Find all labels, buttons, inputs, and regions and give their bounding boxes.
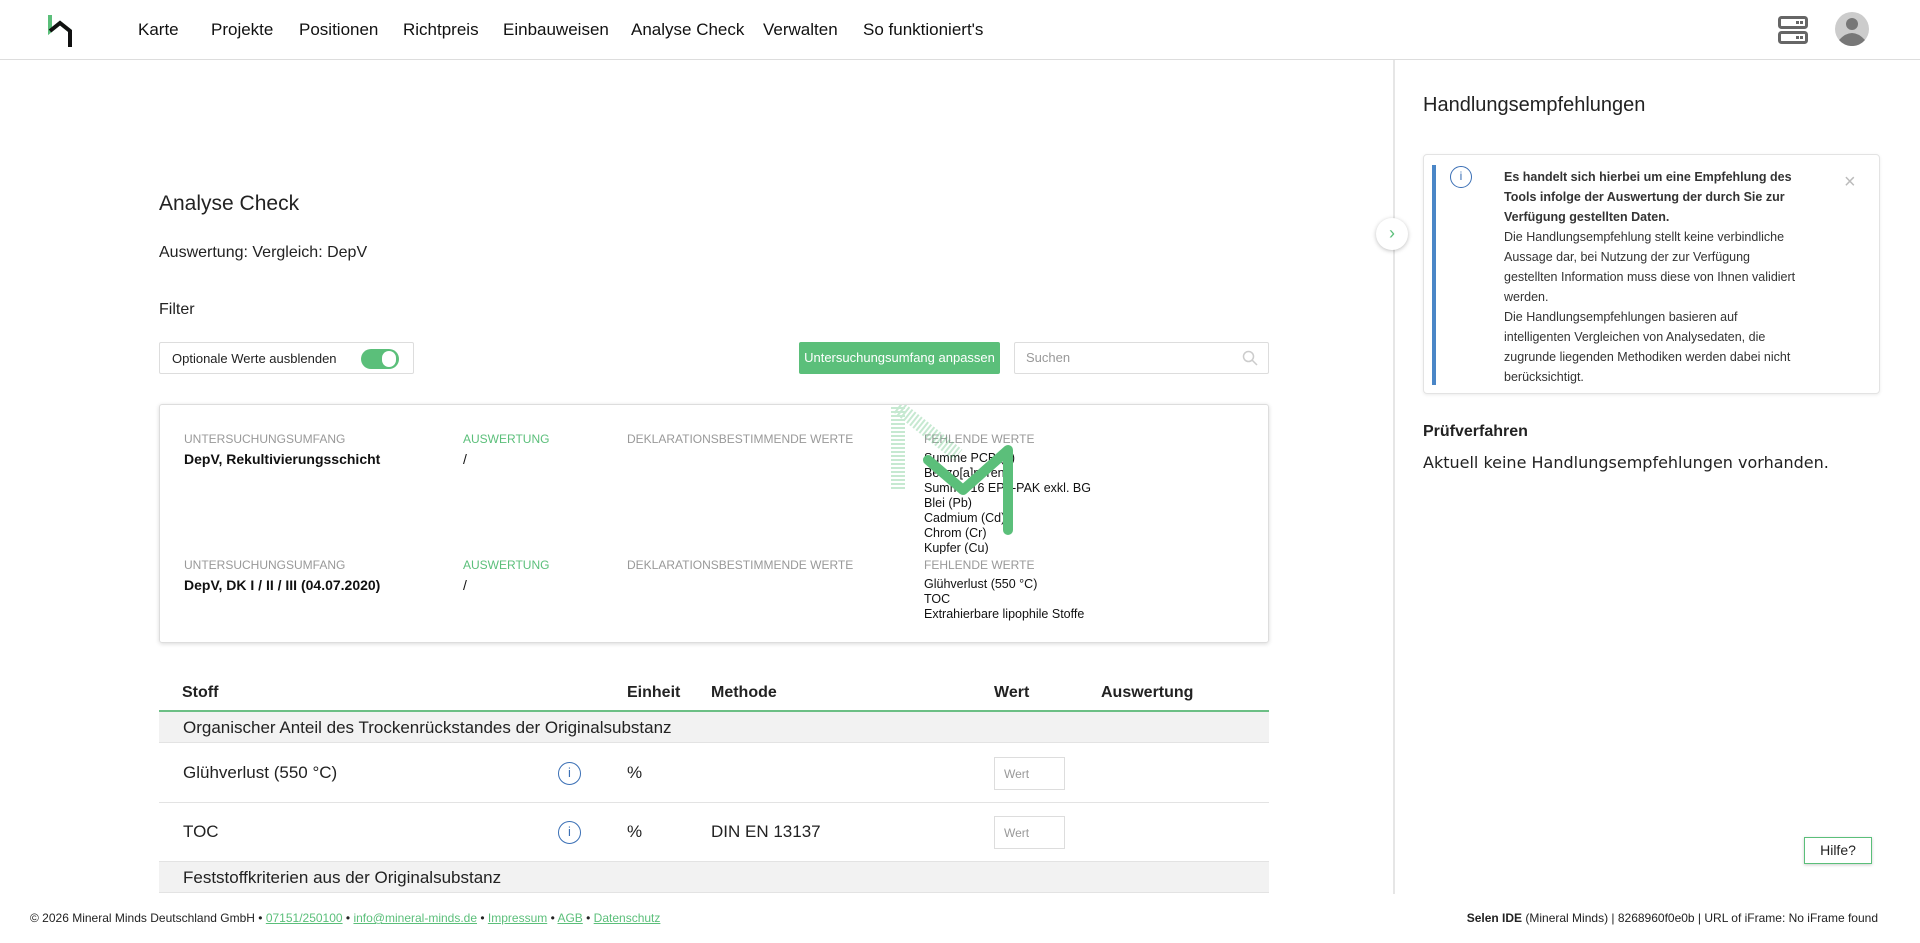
sep: •	[254, 911, 266, 925]
missing-item: Blei (Pb)	[924, 496, 972, 510]
nav-projekte[interactable]: Projekte	[211, 20, 274, 39]
info-icon[interactable]: i	[558, 821, 581, 844]
filter-heading: Filter	[159, 301, 195, 318]
missing-values-list: Glühverlust (550 °C) TOC Extrahierbare l…	[924, 577, 1224, 622]
email-link[interactable]: info@mineral-minds.de	[353, 911, 478, 925]
missing-item: Glühverlust (550 °C)	[924, 577, 1038, 591]
sep: •	[582, 911, 594, 925]
alert-p2: Die Handlungsempfehlungen basieren auf i…	[1504, 310, 1791, 384]
optional-values-toggle[interactable]: Optionale Werte ausblenden	[159, 342, 414, 374]
avatar[interactable]	[1835, 12, 1869, 46]
toggle-label: Optionale Werte ausblenden	[172, 351, 337, 366]
agb-link[interactable]: AGB	[557, 911, 583, 925]
footer-right: Selen IDE (Mineral Minds) | 8268960f0e0b…	[1467, 911, 1878, 925]
recommendations-title: Handlungsempfehlungen	[1423, 94, 1646, 116]
summary-card: UNTERSUCHUNGSUMFANG DepV, Rekultivierung…	[159, 404, 1269, 643]
build-info: (Mineral Minds) | 8268960f0e0b | URL of …	[1522, 911, 1878, 925]
unit: %	[627, 763, 643, 782]
stoff-name: TOC	[183, 822, 219, 841]
missing-item: Kupfer (Cu)	[924, 541, 989, 554]
sep: •	[547, 911, 558, 925]
chevron-right-icon: ›	[1389, 223, 1395, 243]
wert-input[interactable]: Wert	[994, 816, 1065, 849]
eval-label: AUSWERTUNG	[463, 432, 550, 446]
server-icon[interactable]	[1778, 16, 1808, 44]
missing-label: FEHLENDE WERTE	[924, 558, 1035, 572]
decl-label: DEKLARATIONSBESTIMMENDE WERTE	[627, 558, 854, 572]
nav-so-funktionierts[interactable]: So funktioniert's	[863, 20, 984, 39]
nav-positionen[interactable]: Positionen	[299, 20, 379, 39]
pruefverfahren-heading: Prüfverfahren	[1423, 423, 1528, 440]
eval-label: AUSWERTUNG	[463, 558, 550, 572]
scope-label: UNTERSUCHUNGSUMFANG	[184, 558, 346, 572]
close-icon[interactable]: ×	[1844, 171, 1856, 193]
footer-left: © 2026 Mineral Minds Deutschland GmbH • …	[30, 911, 660, 925]
missing-label: FEHLENDE WERTE	[924, 432, 1035, 446]
page-title: Analyse Check	[159, 192, 300, 215]
search-placeholder: Suchen	[1026, 350, 1071, 365]
eval-value: /	[463, 451, 467, 467]
mineral-minds-logo[interactable]	[48, 13, 84, 49]
col-auswertung: Auswertung	[1101, 684, 1194, 701]
alert-bold: Es handelt sich hierbei um eine Empfehlu…	[1504, 170, 1792, 224]
nav-einbauweisen[interactable]: Einbauweisen	[503, 20, 609, 39]
alert-accent-bar	[1432, 165, 1436, 385]
info-alert: i Es handelt sich hierbei um eine Empfeh…	[1423, 154, 1880, 394]
info-icon: i	[1450, 166, 1472, 188]
wert-input[interactable]: Wert	[994, 757, 1065, 790]
missing-item: Extrahierbare lipophile Stoffe	[924, 607, 1085, 621]
method: DIN EN 13137	[711, 822, 821, 841]
col-methode: Methode	[711, 684, 777, 701]
loading-logo-icon	[891, 405, 1013, 535]
sep: •	[342, 911, 354, 925]
collapse-panel-button[interactable]: ›	[1376, 218, 1408, 250]
toggle-switch[interactable]	[361, 349, 399, 369]
nav-richtpreis[interactable]: Richtpreis	[403, 20, 479, 39]
phone-link[interactable]: 07151/250100	[265, 911, 343, 925]
group-row: Organischer Anteil des Trockenrückstande…	[159, 712, 1269, 743]
stoff-name: Glühverlust (550 °C)	[183, 763, 338, 782]
impressum-link[interactable]: Impressum	[487, 911, 548, 925]
table-row: Glühverlust (550 °C) i % Wert	[159, 744, 1269, 803]
nav-karte[interactable]: Karte	[138, 20, 179, 39]
top-navbar: Karte Projekte Positionen Richtpreis Ein…	[0, 0, 1920, 60]
col-stoff: Stoff	[182, 684, 219, 701]
search-input[interactable]: Suchen	[1014, 342, 1269, 374]
scope-value: DepV, Rekultivierungsschicht	[184, 451, 381, 467]
evaluation-subtitle: Auswertung: Vergleich: DepV	[159, 244, 368, 261]
empty-message: Aktuell keine Handlungsempfehlungen vorh…	[1423, 453, 1829, 472]
sep: •	[477, 911, 488, 925]
alert-p1: Die Handlungsempfehlung stellt keine ver…	[1504, 230, 1796, 304]
decl-label: DEKLARATIONSBESTIMMENDE WERTE	[627, 432, 854, 446]
alert-text: Es handelt sich hierbei um eine Empfehlu…	[1504, 167, 1804, 387]
group-row: Feststoffkriterien aus der Originalsubst…	[159, 862, 1269, 893]
header-underline	[159, 710, 1269, 712]
nav-verwalten[interactable]: Verwalten	[763, 20, 838, 39]
col-einheit: Einheit	[627, 684, 681, 701]
unit: %	[627, 822, 643, 841]
panel-divider	[1393, 60, 1395, 894]
adjust-scope-button[interactable]: Untersuchungsumfang anpassen	[799, 342, 1000, 374]
missing-item: Cadmium (Cd)	[924, 511, 1006, 525]
col-wert: Wert	[994, 684, 1030, 701]
nav-analyse-check[interactable]: Analyse Check	[631, 20, 745, 39]
copyright: © 2026 Mineral Minds Deutschland GmbH	[30, 911, 255, 925]
datenschutz-link[interactable]: Datenschutz	[593, 911, 661, 925]
table-row: TOC i % DIN EN 13137 Wert	[159, 803, 1269, 862]
selen-label: Selen IDE	[1466, 911, 1523, 925]
info-icon[interactable]: i	[558, 762, 581, 785]
eval-value: /	[463, 577, 467, 593]
missing-item: Chrom (Cr)	[924, 526, 987, 540]
missing-item: TOC	[924, 592, 951, 606]
scope-value: DepV, DK I / II / III (04.07.2020)	[184, 577, 381, 593]
scope-label: UNTERSUCHUNGSUMFANG	[184, 432, 346, 446]
search-icon	[1242, 350, 1258, 366]
help-button[interactable]: Hilfe?	[1804, 837, 1872, 864]
